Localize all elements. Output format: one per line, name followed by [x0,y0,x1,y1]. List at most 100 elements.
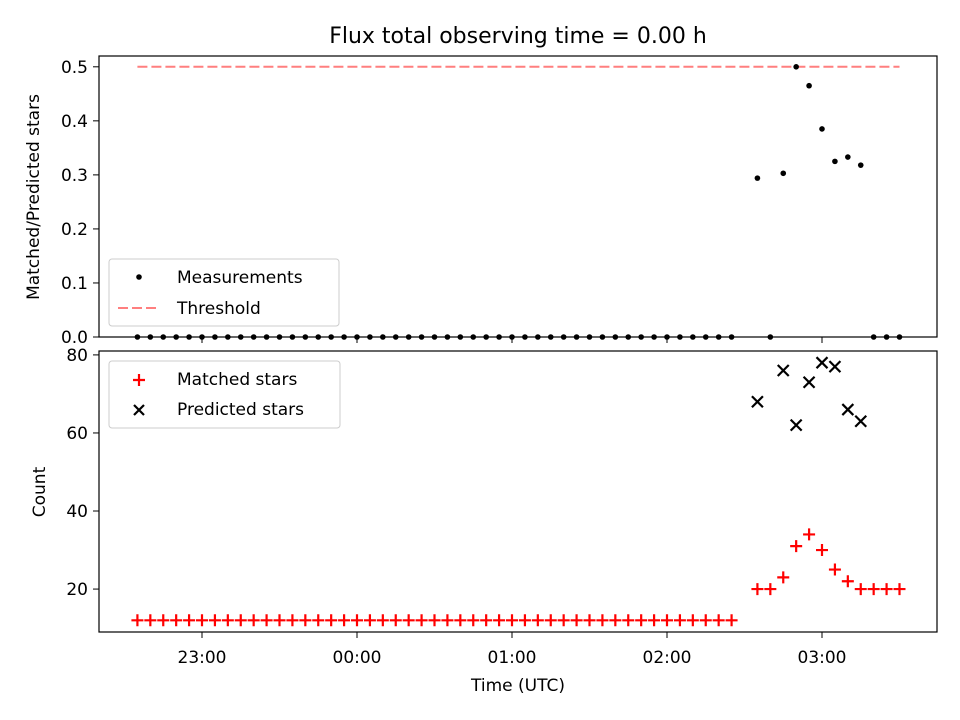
matched-star-point [699,614,712,627]
figure-title: Flux total observing time = 0.00 h [329,24,707,49]
predicted-star-point [776,364,790,377]
x-tick-label: 01:00 [488,648,537,668]
measurement-point [263,334,270,340]
measurement-point [754,175,761,181]
measurement-point [896,334,903,340]
matched-star-point [312,614,325,627]
measurement-point [276,334,283,340]
matched-star-point [196,614,208,627]
measurement-point [677,334,683,340]
bottom-y-axis-label: Count [30,466,50,517]
matched-star-point [234,614,247,627]
measurement-point [599,334,606,340]
measurement-point [638,334,644,340]
top-legend-box [108,258,340,327]
measurement-point [857,162,864,168]
y-tick-label: 0.5 [61,58,88,78]
measurement-point [341,334,347,340]
measurement-point [664,334,670,340]
matched-star-point [260,614,273,627]
matched-star-point [208,614,221,627]
measurement-point [367,334,373,340]
measurement-point [483,334,489,340]
legend-measurements-label: Measurements [177,268,303,288]
matched-star-point [570,614,583,627]
measurement-point [444,334,451,340]
matched-star-point [157,614,170,627]
top-panel-frame [98,55,938,338]
matched-star-points [131,528,906,627]
matched-star-point [493,614,506,627]
matched-star-point [841,575,854,588]
measurement-point [225,334,231,340]
measurement-point [690,334,696,340]
x-tick-label: 03:00 [798,648,847,668]
measurement-point [845,154,851,160]
measurement-point [806,82,812,89]
matched-star-point [609,614,622,627]
matched-star-point [247,614,260,627]
y-tick-label: 0.4 [61,112,88,132]
measurement-point [715,334,722,340]
matched-star-point [854,583,867,596]
matched-star-point [790,540,803,553]
legend-measurements-marker [136,274,142,280]
matched-star-point [648,614,661,627]
matched-star-point [351,614,363,627]
measurement-point [586,334,593,340]
top-panel: 0.0 0.1 0.2 0.3 0.4 0.5 Matched/Predicted sta… [24,55,938,348]
measurement-point [522,334,528,340]
matched-star-point [415,614,428,627]
measurement-point [392,334,399,340]
y-tick-label: 20 [66,580,88,600]
matched-star-point [686,614,699,627]
matched-star-point [828,563,841,576]
matched-star-point [338,614,351,627]
measurement-point [405,334,412,340]
matched-star-point [661,614,673,627]
matched-star-point [299,614,312,627]
matched-star-point [777,571,790,584]
matched-star-point [454,614,467,627]
measurement-point [651,334,657,340]
measurement-point [380,334,386,340]
matched-star-point [428,614,441,627]
predicted-star-point [828,360,842,373]
measurement-point [199,334,205,340]
measurement-point [457,334,464,340]
measurement-point [328,334,334,340]
predicted-star-point [841,403,855,416]
measurement-point [173,334,179,340]
matched-star-point [221,614,234,627]
measurement-point [237,334,244,340]
measurement-point [186,334,192,340]
x-axis-label: Time (UTC) [470,676,565,696]
legend-predicted-marker [133,404,145,416]
bottom-legend-box [108,360,341,429]
y-tick-label: 60 [66,424,88,444]
top-y-ticks: 0.0 0.1 0.2 0.3 0.4 0.5 [61,58,99,348]
matched-star-point [544,614,557,627]
matched-star-point [673,614,686,627]
bottom-x-ticks: 23:00 00:00 01:00 02:00 03:00 [178,632,847,668]
matched-star-point [596,614,609,627]
predicted-star-point [854,414,868,428]
matched-star-point [583,614,596,627]
matched-star-point [131,614,144,627]
measurement-point [302,334,309,340]
matched-star-point [480,614,493,627]
measurement-point [547,334,554,340]
measurement-point [560,334,567,340]
bottom-legend: Matched stars Predicted stars [108,360,341,429]
matched-star-point [518,614,531,627]
matched-star-point [751,583,764,596]
predicted-star-point [802,375,816,389]
matched-star-point [273,614,286,627]
measurement-point [212,334,218,340]
y-tick-label: 0.2 [61,220,88,240]
measurement-point [134,334,141,340]
bottom-y-ticks: 20 40 60 80 [66,346,99,600]
measurement-point [612,334,619,340]
legend-threshold-label: Threshold [176,299,261,319]
matched-star-point [183,614,196,627]
